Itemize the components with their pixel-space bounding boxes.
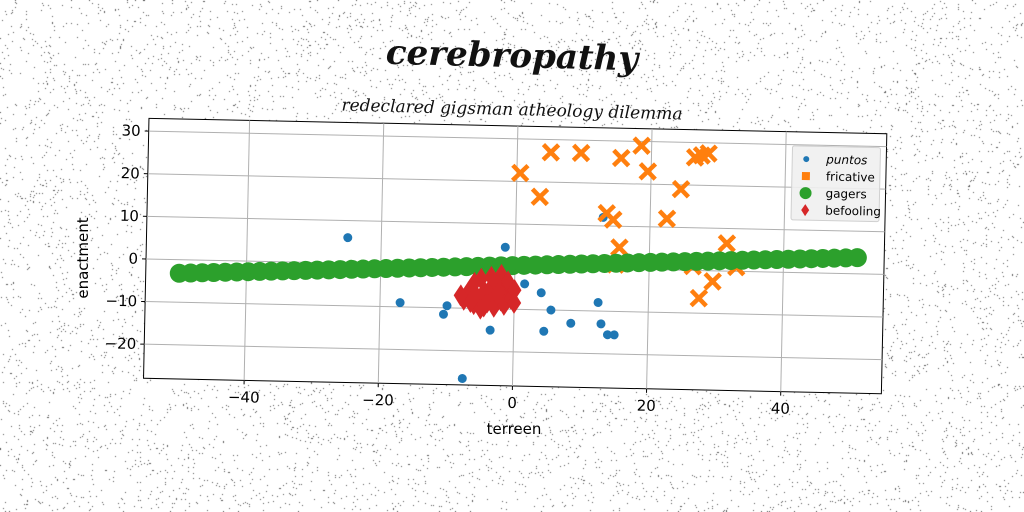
- puntos-point: [546, 305, 556, 315]
- befooling-point: [507, 279, 522, 302]
- x-gridline: [243, 120, 251, 381]
- befooling-point: [453, 284, 468, 307]
- befooling-point: [490, 283, 505, 306]
- fricative-point: [610, 238, 629, 257]
- y-gridline: [148, 130, 887, 148]
- y-tick-label: 20: [121, 164, 140, 182]
- fricative-point: [510, 163, 530, 183]
- x-tick-label: −40: [228, 388, 260, 407]
- befooling-point: [463, 290, 478, 313]
- y-tick-label: −20: [104, 334, 136, 353]
- fricative-point: [717, 234, 737, 253]
- fricative-point: [632, 136, 651, 156]
- legend-label: gagers: [825, 187, 866, 202]
- befooling-point: [494, 263, 509, 286]
- y-tick-label: 30: [121, 122, 140, 140]
- fricative-point: [611, 148, 631, 168]
- puntos-point: [602, 330, 612, 340]
- puntos-point: [438, 309, 448, 319]
- legend-marker: [801, 172, 810, 181]
- fricative-point: [699, 144, 718, 163]
- gagers-point: [847, 248, 867, 268]
- legend-label: fricative: [826, 170, 875, 185]
- puntos-point: [566, 318, 576, 328]
- fricative-point: [689, 288, 709, 308]
- y-tick-label: −10: [105, 292, 137, 311]
- puntos-point: [442, 301, 452, 311]
- data-marks: [169, 136, 867, 384]
- legend-box: [790, 145, 881, 223]
- x-gridline: [377, 123, 385, 384]
- legend-marker: [803, 156, 810, 163]
- fricative-point: [603, 210, 623, 230]
- puntos-point: [395, 298, 405, 308]
- x-axis-label: terreen: [487, 420, 542, 438]
- y-axis-label: enactment: [74, 217, 92, 298]
- fricative-point: [541, 143, 561, 162]
- y-gridline: [144, 343, 883, 361]
- puntos-point: [500, 242, 510, 252]
- puntos-point: [536, 288, 546, 298]
- y-gridline: [147, 173, 886, 190]
- y-tick-label: 10: [120, 207, 139, 225]
- y-tick-label: 0: [128, 250, 138, 268]
- legend-marker: [801, 204, 810, 217]
- fricative-point: [657, 209, 677, 229]
- befooling-point: [500, 270, 515, 293]
- y-gridline: [146, 215, 885, 233]
- legend-label: befooling: [825, 204, 881, 219]
- puntos-point: [457, 374, 467, 384]
- puntos-point: [596, 319, 606, 329]
- fricative-point: [638, 162, 658, 181]
- puntos-point: [593, 298, 603, 308]
- puntos-point: [539, 326, 549, 336]
- x-tick-label: 20: [637, 397, 656, 415]
- axis-ticks: −40 −20 0 20 40 −20 −10 0 10 20 30: [104, 122, 790, 418]
- befooling-point: [507, 291, 522, 314]
- legend-label: puntos: [825, 152, 867, 167]
- befooling-point: [474, 267, 489, 290]
- legend: puntos fricative gagers befooling: [790, 145, 881, 223]
- x-tick-label: 40: [771, 399, 790, 417]
- x-tick-label: −20: [362, 391, 394, 410]
- fricative-point: [671, 179, 691, 199]
- puntos-point: [520, 279, 530, 289]
- fricative-point: [530, 187, 550, 207]
- x-tick-label: 0: [507, 394, 517, 412]
- fricative-point: [571, 143, 591, 163]
- fricative-point: [703, 272, 722, 291]
- puntos-point: [609, 330, 619, 340]
- befooling-point: [476, 295, 491, 318]
- puntos-point: [485, 325, 495, 335]
- puntos-point: [343, 233, 353, 243]
- befooling-point: [484, 265, 499, 288]
- legend-marker: [799, 187, 812, 200]
